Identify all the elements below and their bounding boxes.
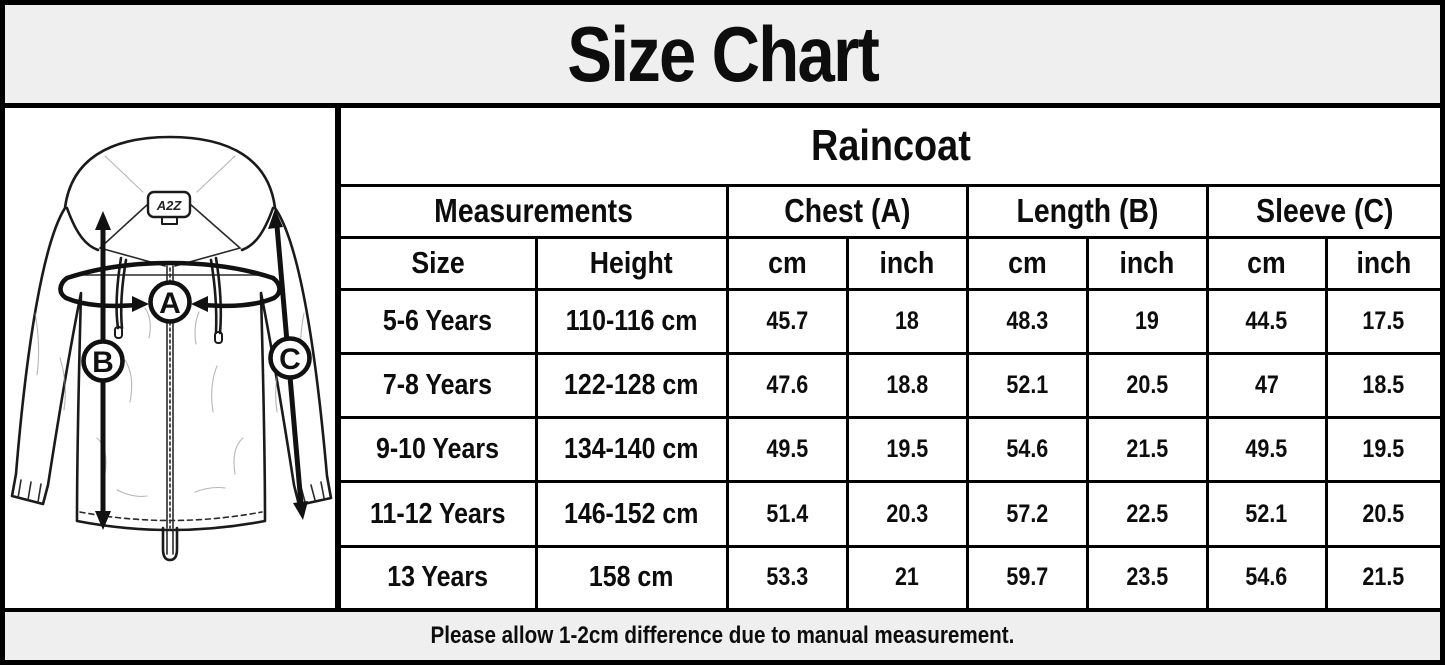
measurement-value: 20.3 <box>845 480 969 548</box>
height-value: 110-116 cm <box>534 287 729 355</box>
measurement-value: 49.5 <box>725 416 849 484</box>
height-value: 146-152 cm <box>534 480 729 548</box>
marker-b-letter: B <box>92 346 114 379</box>
hood-line-right <box>240 206 275 252</box>
measurement-value: 21.5 <box>1324 544 1440 608</box>
title-band: Size Chart <box>5 5 1440 108</box>
measurement-value: 47.6 <box>725 351 849 420</box>
size-value: 13 Years <box>341 544 538 608</box>
zipper-tail-inner <box>166 530 174 555</box>
cuff-hatch-left <box>17 479 42 503</box>
table-row: 9-10 Years 134-140 cm 49.5 19.5 54.6 21.… <box>341 416 1440 484</box>
measurement-value: 47 <box>1205 351 1328 420</box>
marker-b: B <box>81 339 125 383</box>
aglet-right <box>214 331 223 344</box>
measurement-value: 18.8 <box>845 351 969 420</box>
table-row: 11-12 Years 146-152 cm 51.4 20.3 57.2 22… <box>341 480 1440 548</box>
column-header-row: Size Height cm inch cm inch cm inch <box>341 235 1440 291</box>
content-area: A2Z <box>5 108 1440 612</box>
measurement-value: 21.5 <box>1085 416 1209 484</box>
zipper-tail <box>161 526 179 562</box>
measurement-value: 53.3 <box>725 544 849 608</box>
measurement-value: 19.5 <box>845 416 969 484</box>
column-header-sleeve-cm: cm <box>1205 235 1328 291</box>
marker-c: C <box>268 336 312 380</box>
hood-drape-right <box>196 155 236 193</box>
table-row: 5-6 Years 110-116 cm 45.7 18 48.3 19 44.… <box>341 287 1440 355</box>
column-header-chest-cm: cm <box>725 235 849 291</box>
table-row: 7-8 Years 122-128 cm 47.6 18.8 52.1 20.5… <box>341 351 1440 420</box>
measurement-value: 52.1 <box>1205 480 1328 548</box>
size-value: 9-10 Years <box>341 416 538 484</box>
group-header-length: Length (B) <box>965 183 1209 239</box>
measurement-value: 57.2 <box>965 480 1089 548</box>
collar-fold-right <box>174 203 242 267</box>
collar-fold-left <box>98 203 166 267</box>
raincoat-diagram: A2Z <box>10 135 333 562</box>
marker-a: A <box>148 280 192 324</box>
size-value: 7-8 Years <box>341 351 538 420</box>
hood-line-left <box>65 206 100 252</box>
height-value: 158 cm <box>534 544 729 608</box>
size-value: 11-12 Years <box>341 480 538 548</box>
raincoat-outline <box>10 135 333 532</box>
measurement-value: 54.6 <box>1205 544 1328 608</box>
measurement-value: 22.5 <box>1085 480 1209 548</box>
column-header-sleeve-inch: inch <box>1324 235 1440 291</box>
marker-a-letter: A <box>159 287 181 320</box>
footer-note-band: Please allow 1-2cm difference due to man… <box>5 612 1440 660</box>
page-title: Size Chart <box>567 9 880 98</box>
measurement-value: 48.3 <box>965 287 1089 355</box>
measurement-value: 20.5 <box>1085 351 1209 420</box>
chest-arrow <box>58 260 282 312</box>
table-panel: Raincoat Measurements Chest (A) Length (… <box>341 108 1440 608</box>
measurement-value: 21 <box>845 544 969 608</box>
column-header-height: Height <box>534 235 729 291</box>
group-header-measurements: Measurements <box>341 183 729 239</box>
product-row: Raincoat <box>341 108 1440 187</box>
brand-label-text: A2Z <box>156 198 183 213</box>
group-header-row: Measurements Chest (A) Length (B) Sleeve… <box>341 183 1440 239</box>
size-table: Raincoat Measurements Chest (A) Length (… <box>341 108 1440 608</box>
measurement-note: Please allow 1-2cm difference due to man… <box>430 622 1015 649</box>
drawstring-left-2 <box>119 258 128 330</box>
measurement-value: 20.5 <box>1324 480 1440 548</box>
hood-drape-left <box>104 155 144 193</box>
column-header-length-inch: inch <box>1085 235 1209 291</box>
group-header-chest: Chest (A) <box>725 183 969 239</box>
measurement-value: 44.5 <box>1205 287 1328 355</box>
column-header-size: Size <box>341 235 538 291</box>
measurement-value: 52.1 <box>965 351 1089 420</box>
measurement-value: 23.5 <box>1085 544 1209 608</box>
column-header-chest-inch: inch <box>845 235 969 291</box>
brand-label: A2Z <box>146 190 192 225</box>
table-row: 13 Years 158 cm 53.3 21 59.7 23.5 54.6 2… <box>341 544 1440 608</box>
size-value: 5-6 Years <box>341 287 538 355</box>
aglet-left <box>114 326 123 339</box>
group-header-sleeve: Sleeve (C) <box>1205 183 1440 239</box>
measurement-value: 54.6 <box>965 416 1089 484</box>
column-header-length-cm: cm <box>965 235 1089 291</box>
measurement-value: 49.5 <box>1205 416 1328 484</box>
measurement-value: 59.7 <box>965 544 1089 608</box>
height-value: 134-140 cm <box>534 416 729 484</box>
diagram-panel: A2Z <box>5 108 341 608</box>
measurement-value: 17.5 <box>1324 287 1440 355</box>
measurement-value: 18 <box>845 287 969 355</box>
marker-c-letter: C <box>279 343 301 376</box>
measurement-value: 19 <box>1085 287 1209 355</box>
height-value: 122-128 cm <box>534 351 729 420</box>
drawstring-right-2 <box>209 258 218 335</box>
measurement-value: 51.4 <box>725 480 849 548</box>
measurement-value: 19.5 <box>1324 416 1440 484</box>
product-name: Raincoat <box>341 108 1440 187</box>
measurement-value: 18.5 <box>1324 351 1440 420</box>
measurement-value: 45.7 <box>725 287 849 355</box>
